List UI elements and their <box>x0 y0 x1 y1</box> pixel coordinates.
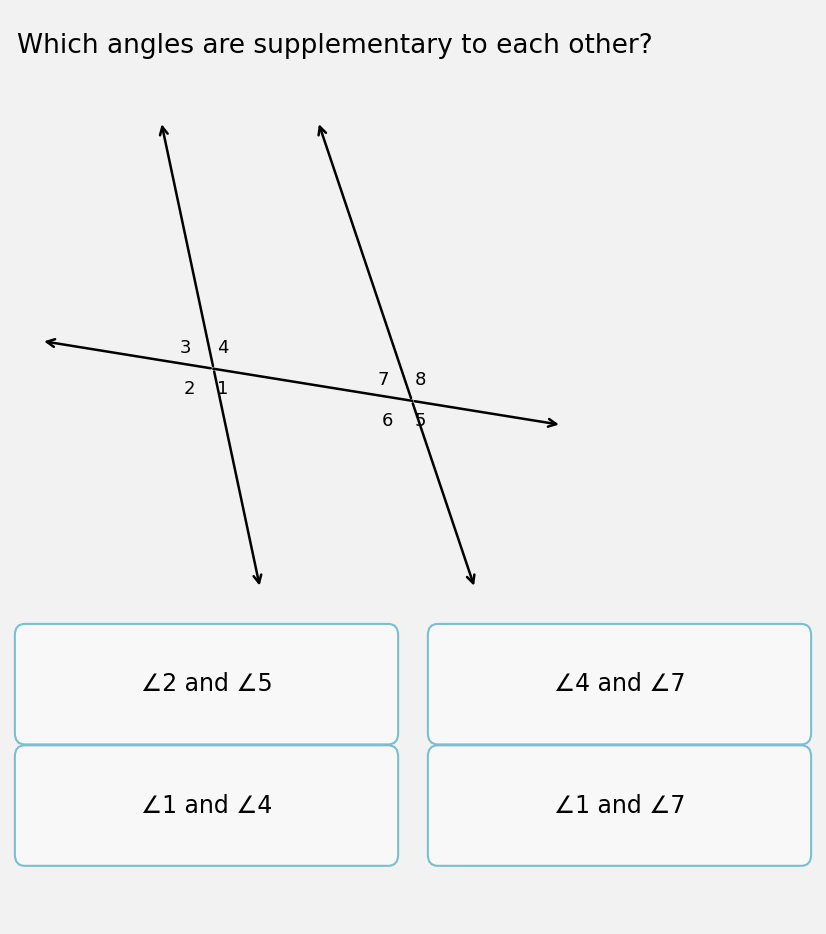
Text: 4: 4 <box>216 339 228 357</box>
Text: ∠1 and ∠7: ∠1 and ∠7 <box>553 794 686 817</box>
Text: 6: 6 <box>382 413 393 431</box>
FancyBboxPatch shape <box>428 745 811 866</box>
Text: ∠1 and ∠4: ∠1 and ∠4 <box>140 794 273 817</box>
Text: 2: 2 <box>183 380 195 399</box>
Text: 5: 5 <box>415 413 426 431</box>
Text: 7: 7 <box>377 371 389 389</box>
Text: 8: 8 <box>415 371 426 389</box>
Text: ∠2 and ∠5: ∠2 and ∠5 <box>140 672 273 696</box>
Text: Which angles are supplementary to each other?: Which angles are supplementary to each o… <box>17 33 653 59</box>
FancyBboxPatch shape <box>15 624 398 744</box>
Text: 1: 1 <box>216 380 228 399</box>
FancyBboxPatch shape <box>15 745 398 866</box>
FancyBboxPatch shape <box>428 624 811 744</box>
Text: ∠4 and ∠7: ∠4 and ∠7 <box>553 672 686 696</box>
Text: 3: 3 <box>179 339 191 357</box>
